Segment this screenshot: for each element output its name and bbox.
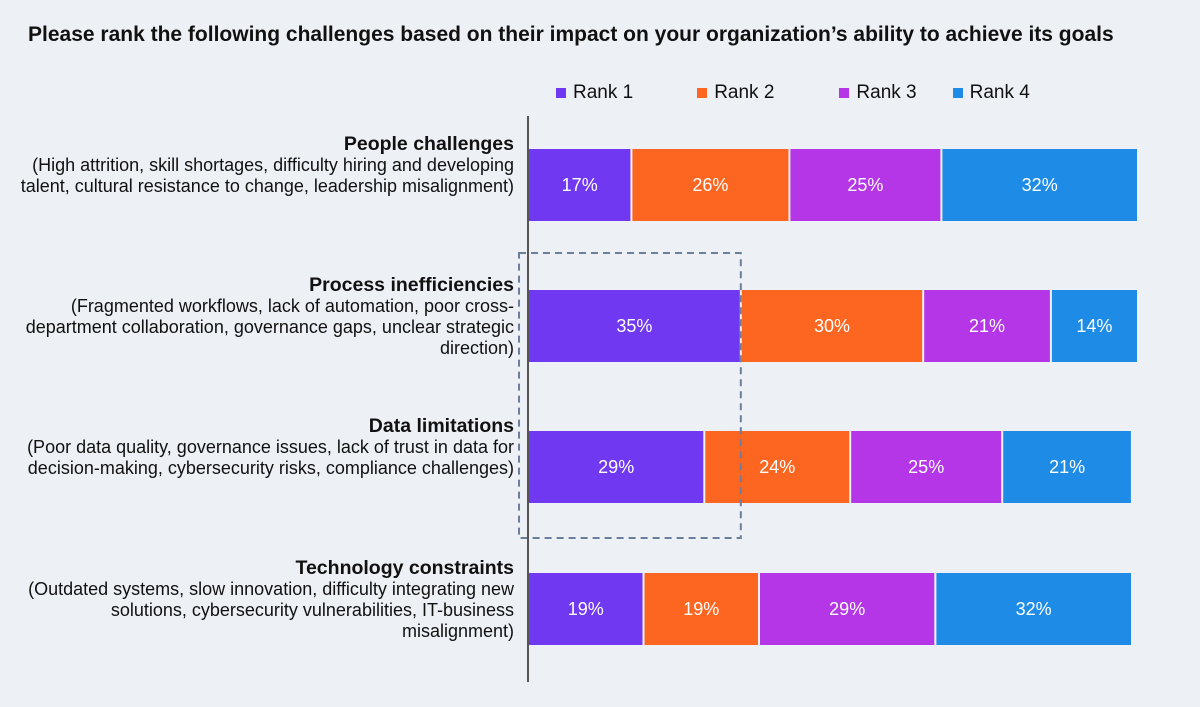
legend-swatch-rank-3 bbox=[839, 88, 850, 98]
category-description: (Outdated systems, slow innovation, diff… bbox=[28, 579, 514, 641]
legend-label-rank-4: Rank 4 bbox=[969, 82, 1030, 103]
bar-value-label: 17% bbox=[562, 175, 598, 195]
bar-value-label: 29% bbox=[829, 599, 865, 619]
category-label-people: People challenges (High attrition, skill… bbox=[20, 133, 514, 197]
bar-segment-rank-3 bbox=[760, 573, 935, 645]
category-label-data: Data limitations (Poor data quality, gov… bbox=[20, 415, 514, 479]
bar-value-label: 19% bbox=[568, 599, 604, 619]
legend-item-rank-3: Rank 3 bbox=[839, 82, 917, 104]
legend-swatch-rank-2 bbox=[697, 88, 708, 98]
bar-value-label: 29% bbox=[598, 457, 634, 477]
bar-value-label: 21% bbox=[969, 316, 1005, 336]
bar-value-label: 32% bbox=[1016, 599, 1052, 619]
bar-segment-rank-3 bbox=[924, 290, 1050, 362]
category-axis-line bbox=[527, 116, 529, 682]
bar-value-label: 25% bbox=[847, 175, 883, 195]
chart-title: Please rank the following challenges bas… bbox=[28, 23, 1114, 46]
category-title: Data limitations bbox=[368, 415, 514, 437]
bar-segment-rank-2 bbox=[741, 290, 923, 362]
category-label-technology: Technology constraints (Outdated systems… bbox=[20, 557, 514, 642]
bar-value-label: 25% bbox=[908, 457, 944, 477]
category-description: (High attrition, skill shortages, diffic… bbox=[20, 155, 514, 196]
highlight-dashed-box bbox=[518, 252, 742, 539]
bar-segment-rank-1 bbox=[529, 290, 740, 362]
bar-value-label: 14% bbox=[1076, 316, 1112, 336]
legend: Rank 1 Rank 2 Rank 3 Rank 4 bbox=[556, 81, 1066, 105]
legend-swatch-rank-1 bbox=[556, 88, 566, 98]
bar-segment-rank-4 bbox=[942, 149, 1137, 221]
category-label-process: Process inefficiencies (Fragmented workf… bbox=[20, 274, 514, 359]
bar-value-label: 26% bbox=[692, 175, 728, 195]
bar-segment-rank-3 bbox=[851, 431, 1002, 503]
category-title: Process inefficiencies bbox=[309, 274, 514, 296]
legend-swatch-rank-4 bbox=[952, 88, 963, 98]
category-description: (Poor data quality, governance issues, l… bbox=[27, 437, 514, 478]
bar-value-label: 21% bbox=[1049, 457, 1085, 477]
bar-segment-rank-4 bbox=[1051, 290, 1137, 362]
legend-item-rank-1: Rank 1 bbox=[556, 82, 633, 104]
legend-item-rank-4: Rank 4 bbox=[952, 82, 1030, 104]
legend-item-rank-2: Rank 2 bbox=[697, 82, 774, 104]
bar-value-label: 35% bbox=[616, 316, 652, 336]
bar-value-label: 24% bbox=[759, 457, 795, 477]
bar-segment-rank-1 bbox=[529, 573, 643, 645]
bar-segment-rank-2 bbox=[644, 573, 758, 645]
bar-segment-rank-4 bbox=[936, 573, 1131, 645]
bar-segment-rank-1 bbox=[529, 431, 704, 503]
bar-value-label: 19% bbox=[683, 599, 719, 619]
bar-value-label: 32% bbox=[1022, 175, 1058, 195]
bar-value-label: 30% bbox=[814, 316, 850, 336]
bar-segment-rank-1 bbox=[529, 149, 631, 221]
bar-segment-rank-2 bbox=[705, 431, 850, 503]
category-title: Technology constraints bbox=[295, 557, 515, 579]
legend-label-rank-1: Rank 1 bbox=[573, 82, 634, 103]
bar-segment-rank-2 bbox=[632, 149, 789, 221]
legend-label-rank-2: Rank 2 bbox=[714, 82, 775, 103]
bar-segment-rank-4 bbox=[1003, 431, 1131, 503]
category-title: People challenges bbox=[343, 133, 514, 155]
bar-segment-rank-3 bbox=[790, 149, 941, 221]
category-description: (Fragmented workflows, lack of automatio… bbox=[25, 296, 514, 358]
legend-label-rank-3: Rank 3 bbox=[856, 82, 917, 103]
